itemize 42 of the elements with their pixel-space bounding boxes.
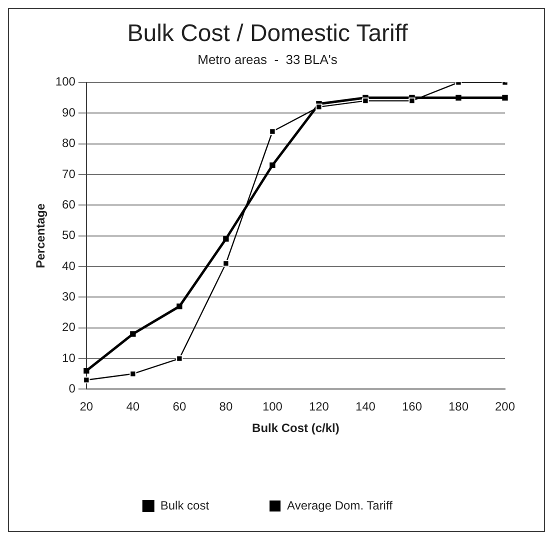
y-tick-label: 30: [62, 289, 76, 304]
point: [83, 376, 90, 384]
point: [130, 331, 136, 337]
point: [408, 97, 416, 104]
point: [316, 104, 322, 110]
point: [269, 128, 276, 135]
chart-subtitle: Metro areas - 33 BLA's: [198, 52, 338, 68]
legend-label: Bulk cost: [160, 498, 210, 512]
x-tick-label: 80: [219, 400, 233, 414]
y-tick-label: 10: [62, 350, 76, 365]
x-tick-label: 140: [355, 400, 376, 414]
y-tick-label: 20: [62, 320, 76, 334]
point: [362, 97, 369, 104]
point: [456, 94, 462, 101]
x-tick-label: 180: [448, 400, 469, 414]
y-tick-label: 100: [55, 74, 76, 89]
y-tick-label: 0: [68, 382, 76, 396]
y-tick-label: 60: [62, 197, 76, 212]
y-tick-label: 90: [62, 105, 76, 120]
y-axis-title: Percentage: [34, 203, 48, 268]
x-tick-label: 20: [80, 400, 94, 414]
point: [84, 368, 90, 374]
x-tick-label: 100: [262, 400, 283, 414]
y-tick-label: 40: [62, 258, 76, 273]
chart-title: Bulk Cost / Domestic Tariff: [127, 20, 408, 48]
point: [176, 304, 182, 310]
point: [222, 260, 230, 267]
point: [130, 370, 136, 378]
x-tick-label: 60: [172, 400, 186, 414]
point: [176, 355, 183, 362]
y-tick-label: 70: [62, 166, 76, 181]
x-tick-label: 200: [494, 400, 516, 414]
point: [223, 236, 229, 242]
legend-label: Average Dom. Tariff: [287, 498, 394, 512]
y-tick-label: 80: [62, 136, 76, 150]
point: [502, 94, 508, 101]
point: [270, 162, 276, 168]
x-axis-title: Bulk Cost (c/kl): [252, 421, 340, 436]
x-tick-label: 40: [126, 400, 140, 414]
y-tick-label: 50: [62, 228, 76, 242]
x-tick-label: 160: [402, 400, 422, 414]
x-tick-label: 120: [308, 400, 330, 414]
